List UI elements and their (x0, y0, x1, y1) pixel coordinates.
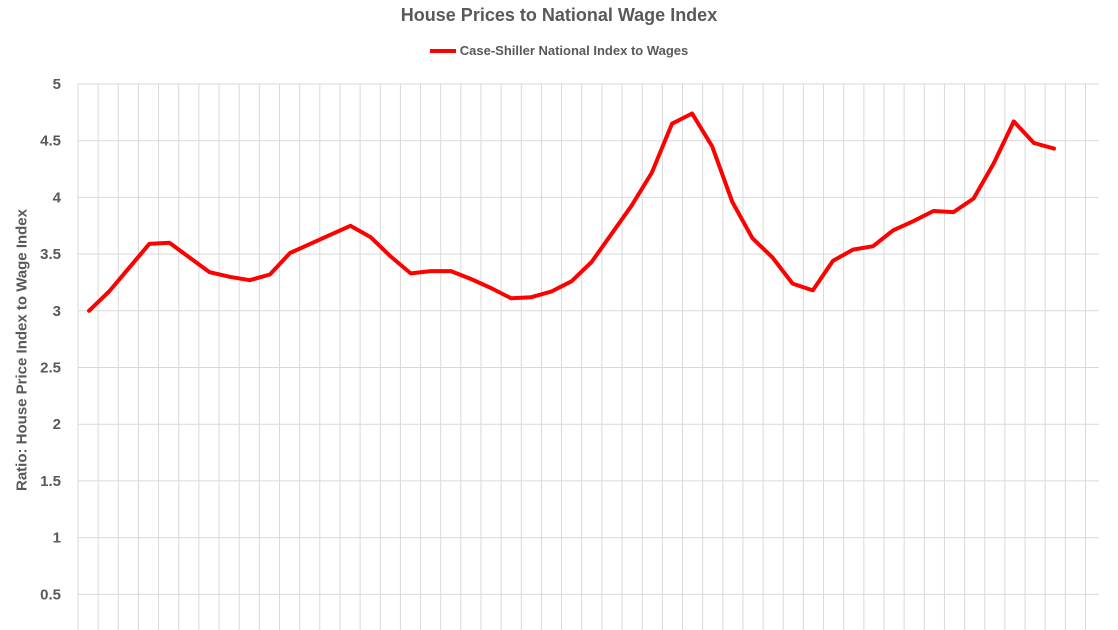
data-point (449, 269, 453, 273)
data-point (851, 248, 855, 252)
data-point (248, 278, 252, 282)
series-group (87, 111, 1056, 313)
data-point (167, 241, 171, 245)
y-tick-label: 2 (53, 416, 61, 433)
data-point (630, 203, 634, 207)
data-point (87, 309, 91, 313)
data-point (268, 273, 272, 276)
data-point (1032, 141, 1036, 145)
y-tick-label: 3 (53, 303, 61, 320)
data-point (107, 290, 111, 293)
y-tick-label: 1.5 (40, 473, 61, 490)
data-point (127, 266, 131, 270)
data-point (1052, 147, 1056, 151)
data-point (369, 235, 372, 239)
data-point (972, 197, 976, 200)
data-point (429, 269, 433, 273)
data-point (188, 256, 191, 259)
data-point (891, 228, 895, 232)
data-point (570, 279, 573, 283)
data-point (409, 271, 413, 275)
data-point (690, 112, 694, 115)
y-tick-label: 4.5 (40, 133, 61, 150)
y-tick-label: 0.5 (40, 586, 61, 603)
legend-swatch (429, 48, 456, 53)
y-tick-label: 5 (53, 76, 61, 93)
data-point (328, 233, 332, 237)
data-point (509, 296, 513, 300)
horizontal-gridlines (78, 83, 1099, 595)
data-point (469, 277, 473, 281)
data-point (549, 290, 553, 293)
data-point (590, 260, 594, 264)
data-point (871, 244, 875, 248)
data-point (670, 122, 674, 126)
y-tick-labels: 0.5 1 1.5 2 2.5 3 3.5 4 4.5 5 (40, 76, 62, 603)
data-point (771, 256, 774, 259)
data-point (288, 251, 292, 255)
vertical-gridlines (77, 84, 1086, 630)
data-point (308, 242, 312, 246)
data-point (610, 232, 614, 236)
y-tick-label: 2.5 (40, 360, 61, 377)
data-point (389, 254, 393, 258)
y-tick-label: 1 (53, 530, 61, 547)
legend-label: Case-Shiller National Index to Wages (459, 43, 689, 58)
data-point (952, 210, 955, 214)
y-tick-label: 3.5 (40, 246, 61, 263)
data-point (931, 209, 935, 213)
legend: Case-Shiller National Index to Wages (0, 43, 1118, 58)
data-point (228, 275, 232, 279)
data-point (650, 171, 654, 174)
data-point (529, 295, 533, 299)
y-tick-label: 4 (53, 189, 62, 206)
data-point (750, 236, 754, 240)
data-point (147, 242, 151, 246)
data-point (992, 161, 996, 165)
data-point (791, 282, 795, 286)
data-point (730, 200, 734, 204)
data-point (348, 224, 352, 228)
data-point (911, 219, 915, 223)
data-point (208, 270, 212, 274)
data-point (1012, 119, 1016, 123)
data-point (831, 259, 835, 263)
data-point (489, 286, 493, 290)
data-point (710, 144, 714, 148)
data-point (811, 288, 815, 292)
chart-title: House Prices to National Wage Index (400, 5, 718, 25)
